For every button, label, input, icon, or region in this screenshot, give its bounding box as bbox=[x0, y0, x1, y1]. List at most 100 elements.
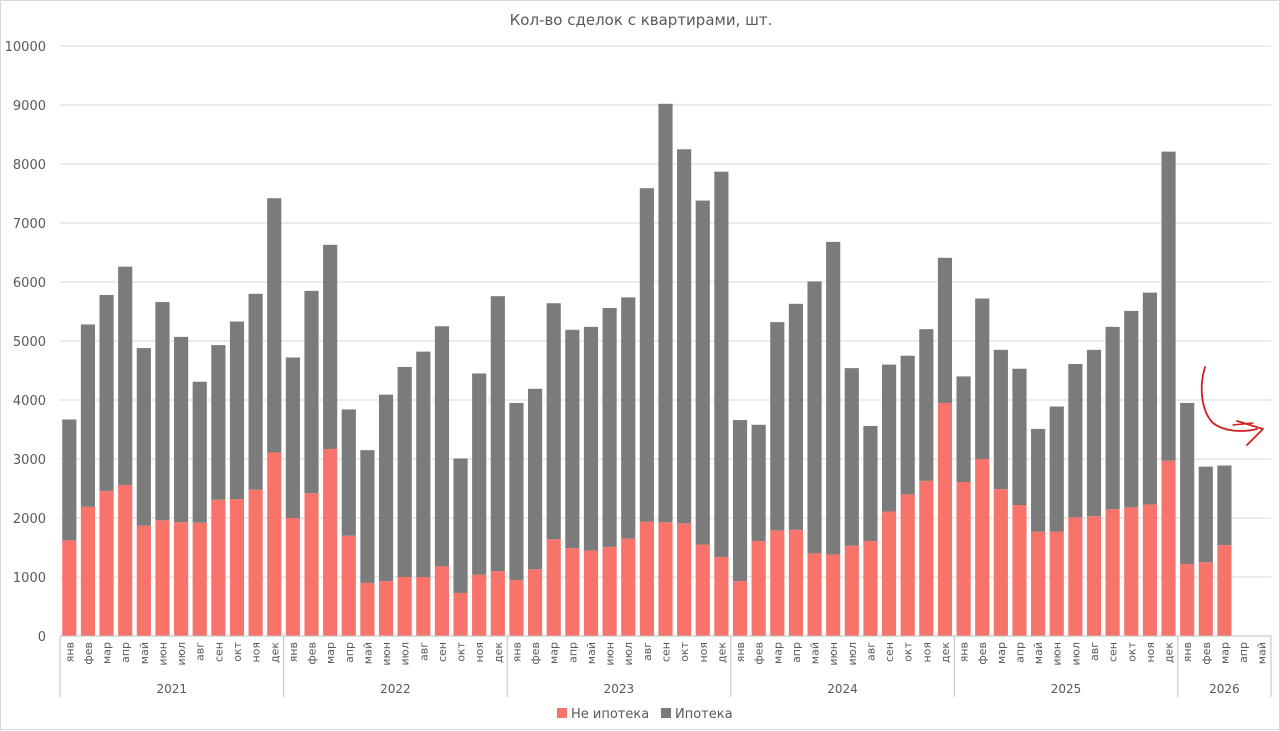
x-tick-label: янв bbox=[510, 642, 523, 662]
x-tick-label: май bbox=[138, 642, 151, 664]
x-tick-label: дек bbox=[268, 642, 281, 663]
year-label: 2022 bbox=[380, 682, 411, 696]
bar-mortgage bbox=[118, 266, 133, 485]
bar-non-mortgage bbox=[956, 482, 971, 636]
x-tick-label: янв bbox=[287, 642, 300, 662]
x-tick-label: апр bbox=[566, 642, 579, 663]
bar-non-mortgage bbox=[248, 489, 263, 636]
bar-mortgage bbox=[453, 458, 468, 593]
x-tick-label: дек bbox=[492, 642, 505, 663]
bar-non-mortgage bbox=[1161, 460, 1176, 636]
bar-non-mortgage bbox=[695, 544, 710, 636]
bar-mortgage bbox=[863, 425, 878, 542]
bar-mortgage bbox=[285, 357, 300, 518]
bar-non-mortgage bbox=[863, 541, 878, 636]
bar-mortgage bbox=[136, 348, 151, 526]
bar-non-mortgage bbox=[118, 484, 133, 636]
x-tick-label: ноя bbox=[697, 642, 710, 663]
bar-mortgage bbox=[602, 307, 617, 547]
bar-non-mortgage bbox=[304, 493, 319, 636]
bar-mortgage bbox=[360, 450, 375, 583]
bar-mortgage bbox=[416, 351, 431, 577]
bar-non-mortgage bbox=[509, 579, 524, 636]
bar-non-mortgage bbox=[1180, 564, 1195, 636]
x-tick-label: май bbox=[1032, 642, 1045, 664]
x-tick-label: май bbox=[585, 642, 598, 664]
bar-non-mortgage bbox=[416, 577, 431, 636]
bar-mortgage bbox=[826, 241, 841, 555]
bar-non-mortgage bbox=[285, 518, 300, 636]
bar-non-mortgage bbox=[472, 574, 487, 636]
bar-non-mortgage bbox=[397, 577, 412, 636]
bar-mortgage bbox=[1086, 349, 1102, 517]
x-tick-label: мар bbox=[771, 642, 784, 664]
bar-non-mortgage bbox=[1217, 545, 1232, 636]
x-tick-label: апр bbox=[790, 642, 803, 663]
bar-non-mortgage bbox=[583, 550, 599, 636]
bar-non-mortgage bbox=[1105, 509, 1120, 636]
bar-non-mortgage bbox=[211, 499, 226, 636]
bar-non-mortgage bbox=[341, 535, 356, 636]
x-tick-label: сен bbox=[212, 642, 225, 662]
bar-mortgage bbox=[844, 368, 859, 546]
bar-non-mortgage bbox=[80, 506, 96, 636]
bar-non-mortgage bbox=[1124, 507, 1139, 636]
x-tick-label: фев bbox=[306, 642, 319, 665]
x-tick-label: окт bbox=[678, 641, 691, 661]
x-tick-label: мар bbox=[101, 642, 114, 664]
x-tick-label: апр bbox=[1237, 642, 1250, 663]
bar-non-mortgage bbox=[1012, 505, 1027, 636]
bar-non-mortgage bbox=[919, 480, 934, 636]
bar-mortgage bbox=[267, 198, 282, 453]
x-tick-label: май bbox=[809, 642, 822, 664]
bar-mortgage bbox=[80, 324, 96, 507]
bar-non-mortgage bbox=[788, 529, 803, 636]
x-tick-label: апр bbox=[119, 642, 132, 663]
x-tick-label: янв bbox=[958, 642, 971, 662]
x-tick-label: янв bbox=[63, 642, 76, 662]
bar-mortgage bbox=[788, 303, 803, 530]
bar-mortgage bbox=[695, 200, 710, 545]
bar-mortgage bbox=[472, 373, 487, 575]
year-label: 2021 bbox=[157, 682, 188, 696]
bar-non-mortgage bbox=[434, 566, 450, 636]
bar-non-mortgage bbox=[453, 592, 468, 636]
legend: Не ипотека Ипотека bbox=[557, 707, 733, 722]
x-tick-label: дек bbox=[1163, 642, 1176, 663]
bar-mortgage bbox=[1198, 466, 1213, 563]
bar-mortgage bbox=[1012, 368, 1027, 506]
x-tick-label: сен bbox=[1107, 642, 1120, 662]
bar-mortgage bbox=[1124, 310, 1139, 508]
y-axis-ticks: 0 1000 2000 3000 4000 5000 6000 7000 8000 9000 100… bbox=[5, 40, 46, 645]
bar-non-mortgage bbox=[714, 556, 729, 636]
y-tick-label: 6000 bbox=[13, 276, 46, 291]
year-label: 2026 bbox=[1209, 682, 1240, 696]
bar-mortgage bbox=[1161, 151, 1176, 461]
x-tick-label: авг bbox=[417, 642, 430, 661]
bar-mortgage bbox=[639, 188, 654, 522]
x-tick-label: мар bbox=[1218, 642, 1231, 664]
legend-swatch-non-mortgage bbox=[557, 708, 567, 718]
bar-mortgage bbox=[248, 293, 263, 490]
x-tick-label: июн bbox=[1051, 642, 1064, 666]
bar-mortgage bbox=[1049, 406, 1064, 532]
x-tick-label: июл bbox=[175, 642, 188, 665]
x-tick-label: авг bbox=[641, 642, 654, 661]
x-tick-label: окт bbox=[455, 641, 468, 661]
bar-non-mortgage bbox=[658, 522, 673, 636]
x-tick-label: сен bbox=[883, 642, 896, 662]
y-tick-label: 7000 bbox=[13, 217, 46, 232]
x-tick-label: июл bbox=[399, 642, 412, 665]
bar-mortgage bbox=[155, 302, 170, 521]
year-label: 2023 bbox=[604, 682, 635, 696]
x-tick-label: фев bbox=[1200, 642, 1213, 665]
bar-mortgage bbox=[229, 321, 245, 500]
x-tick-label: ноя bbox=[250, 642, 263, 663]
x-tick-label: ноя bbox=[1144, 642, 1157, 663]
bar-non-mortgage bbox=[770, 530, 785, 636]
bar-mortgage bbox=[1180, 402, 1195, 565]
bar-non-mortgage bbox=[1068, 517, 1083, 636]
x-tick-label: окт bbox=[231, 641, 244, 661]
bar-non-mortgage bbox=[993, 489, 1008, 636]
